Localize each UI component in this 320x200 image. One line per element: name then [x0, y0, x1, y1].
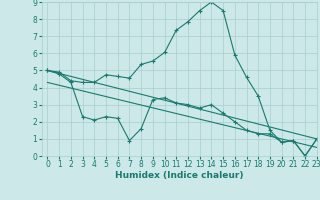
X-axis label: Humidex (Indice chaleur): Humidex (Indice chaleur): [115, 171, 244, 180]
